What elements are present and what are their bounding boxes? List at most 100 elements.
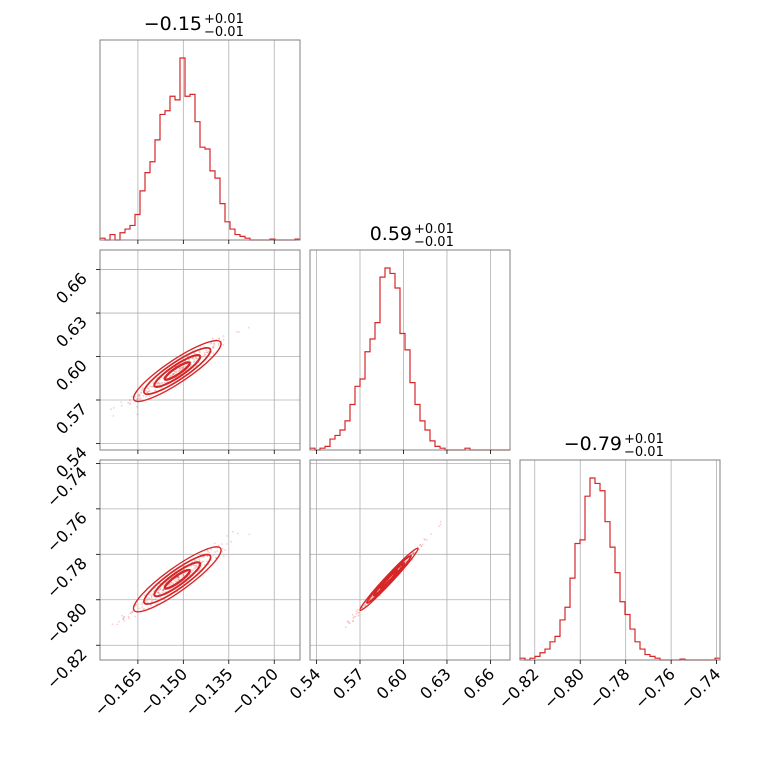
sample-point xyxy=(221,547,224,550)
sample-point xyxy=(178,576,180,579)
sample-point xyxy=(157,591,160,593)
sample-point xyxy=(150,597,153,599)
contour-level-2 xyxy=(372,561,406,597)
sample-point xyxy=(204,353,207,356)
panel-frame xyxy=(99,39,301,241)
sample-point xyxy=(181,366,184,369)
sample-point xyxy=(135,603,137,606)
sample-point xyxy=(198,350,201,353)
sample-point xyxy=(157,591,159,594)
sample-point xyxy=(161,591,164,594)
sample-point xyxy=(193,564,196,567)
sample-point xyxy=(188,359,191,362)
sample-point xyxy=(156,602,159,605)
sample-point xyxy=(169,374,172,377)
sample-point xyxy=(146,601,149,604)
sample-point xyxy=(171,374,174,377)
sample-point xyxy=(361,606,364,609)
sample-point xyxy=(150,595,153,598)
sample-point xyxy=(187,358,190,361)
sample-point xyxy=(136,397,139,400)
sample-point xyxy=(134,396,136,398)
sample-point xyxy=(211,346,214,349)
sample-point xyxy=(130,395,133,398)
sample-point xyxy=(217,544,220,547)
sample-point xyxy=(224,549,227,551)
sample-point xyxy=(181,576,183,578)
sample-point xyxy=(214,557,217,559)
sample-point xyxy=(161,376,163,379)
x-tick-label: 0.63 xyxy=(416,664,455,703)
sample-point xyxy=(162,589,165,592)
param-title-1: −0.15 +0.01−0.01 xyxy=(144,12,244,40)
sample-point xyxy=(190,565,192,568)
x-tick-label: −0.80 xyxy=(540,664,588,712)
sample-point xyxy=(412,552,415,554)
title-value: 0.59 xyxy=(370,223,412,245)
sample-point xyxy=(364,604,367,607)
x-tick-label: −0.74 xyxy=(676,664,724,712)
sample-point xyxy=(134,604,137,607)
sample-point xyxy=(174,371,176,374)
sample-point xyxy=(194,356,197,359)
sample-point xyxy=(210,342,213,345)
sample-point xyxy=(207,550,209,553)
title-value: −0.15 xyxy=(144,13,202,35)
sample-point xyxy=(420,545,423,548)
sample-point xyxy=(248,533,251,536)
sample-point xyxy=(212,352,215,355)
sample-point xyxy=(123,615,126,618)
sample-point xyxy=(138,398,141,400)
sample-point xyxy=(141,386,144,389)
contour-level-3 xyxy=(366,554,412,604)
sample-point xyxy=(135,398,138,400)
sample-point xyxy=(177,576,179,579)
panel-frame xyxy=(99,459,301,661)
sample-point xyxy=(116,623,118,626)
sample-point xyxy=(212,554,215,557)
sample-point xyxy=(424,539,426,541)
y-tick-label: 0.57 xyxy=(52,399,91,438)
sample-point xyxy=(351,613,354,616)
sample-point xyxy=(112,415,115,417)
sample-point xyxy=(158,589,160,591)
sample-point xyxy=(150,385,153,388)
sample-point xyxy=(120,401,123,404)
sample-point xyxy=(110,408,112,411)
sample-point xyxy=(151,599,153,602)
sample-point xyxy=(181,367,184,370)
sample-point xyxy=(198,558,200,561)
y-tick-label: 0.66 xyxy=(52,269,91,308)
sample-point xyxy=(149,385,151,388)
sample-point xyxy=(148,389,151,392)
sample-point xyxy=(134,615,137,618)
sample-point xyxy=(111,623,114,626)
sample-point xyxy=(404,560,407,563)
sample-point xyxy=(146,598,149,601)
histogram-panel-3: −0.82−0.80−0.78−0.76−0.74 −0.79 +0.01−0.01 xyxy=(494,432,724,712)
sample-point xyxy=(198,569,201,572)
sample-point xyxy=(360,607,363,610)
histogram-line xyxy=(309,267,510,451)
sample-point xyxy=(137,395,140,398)
sample-point xyxy=(175,580,177,583)
sample-point xyxy=(191,570,193,572)
title-lower-error: −0.01 xyxy=(204,25,244,40)
sample-point xyxy=(172,372,175,375)
sample-point xyxy=(344,626,347,628)
sample-point xyxy=(357,611,360,614)
contour-level-4 xyxy=(132,546,222,613)
sample-point xyxy=(138,393,141,396)
x-tick-label: −0.135 xyxy=(181,664,236,719)
sample-point xyxy=(141,601,144,604)
sample-point xyxy=(158,592,160,595)
sample-point xyxy=(195,565,198,567)
sample-point xyxy=(174,577,177,580)
sample-point xyxy=(151,385,154,388)
sample-point xyxy=(412,553,414,555)
sample-point xyxy=(152,381,155,384)
sample-point xyxy=(213,542,216,545)
sample-point xyxy=(140,389,143,392)
sample-point xyxy=(128,403,131,406)
sample-point xyxy=(178,578,180,581)
